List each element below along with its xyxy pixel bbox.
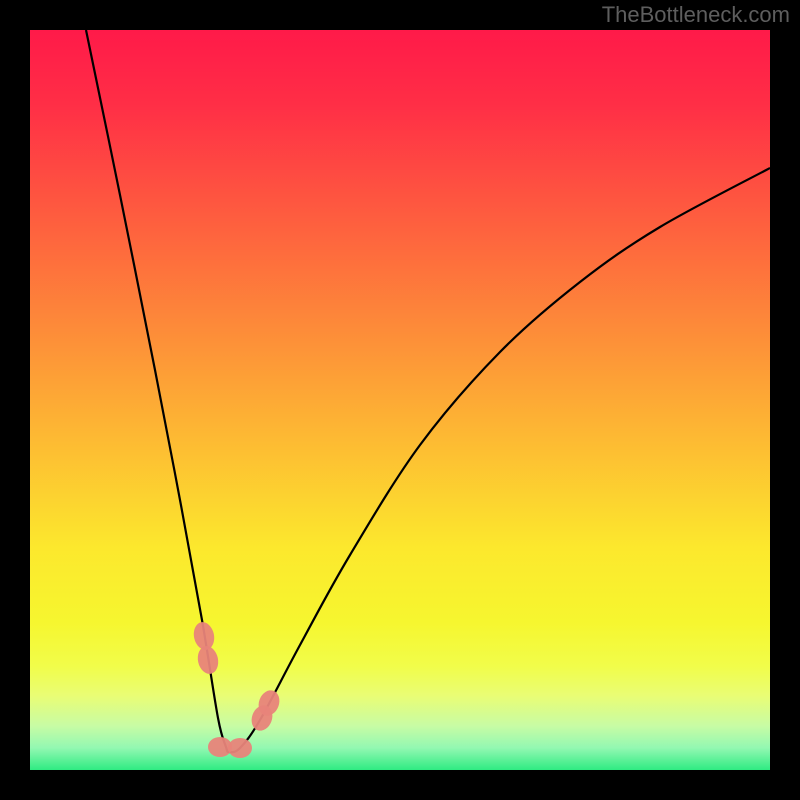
bottleneck-chart (0, 0, 800, 800)
plot-background (30, 30, 770, 770)
outer-frame-left (0, 0, 30, 800)
curve-marker (228, 738, 252, 758)
outer-frame-right (770, 0, 800, 800)
watermark-text: TheBottleneck.com (602, 2, 790, 28)
outer-frame-bottom (0, 770, 800, 800)
